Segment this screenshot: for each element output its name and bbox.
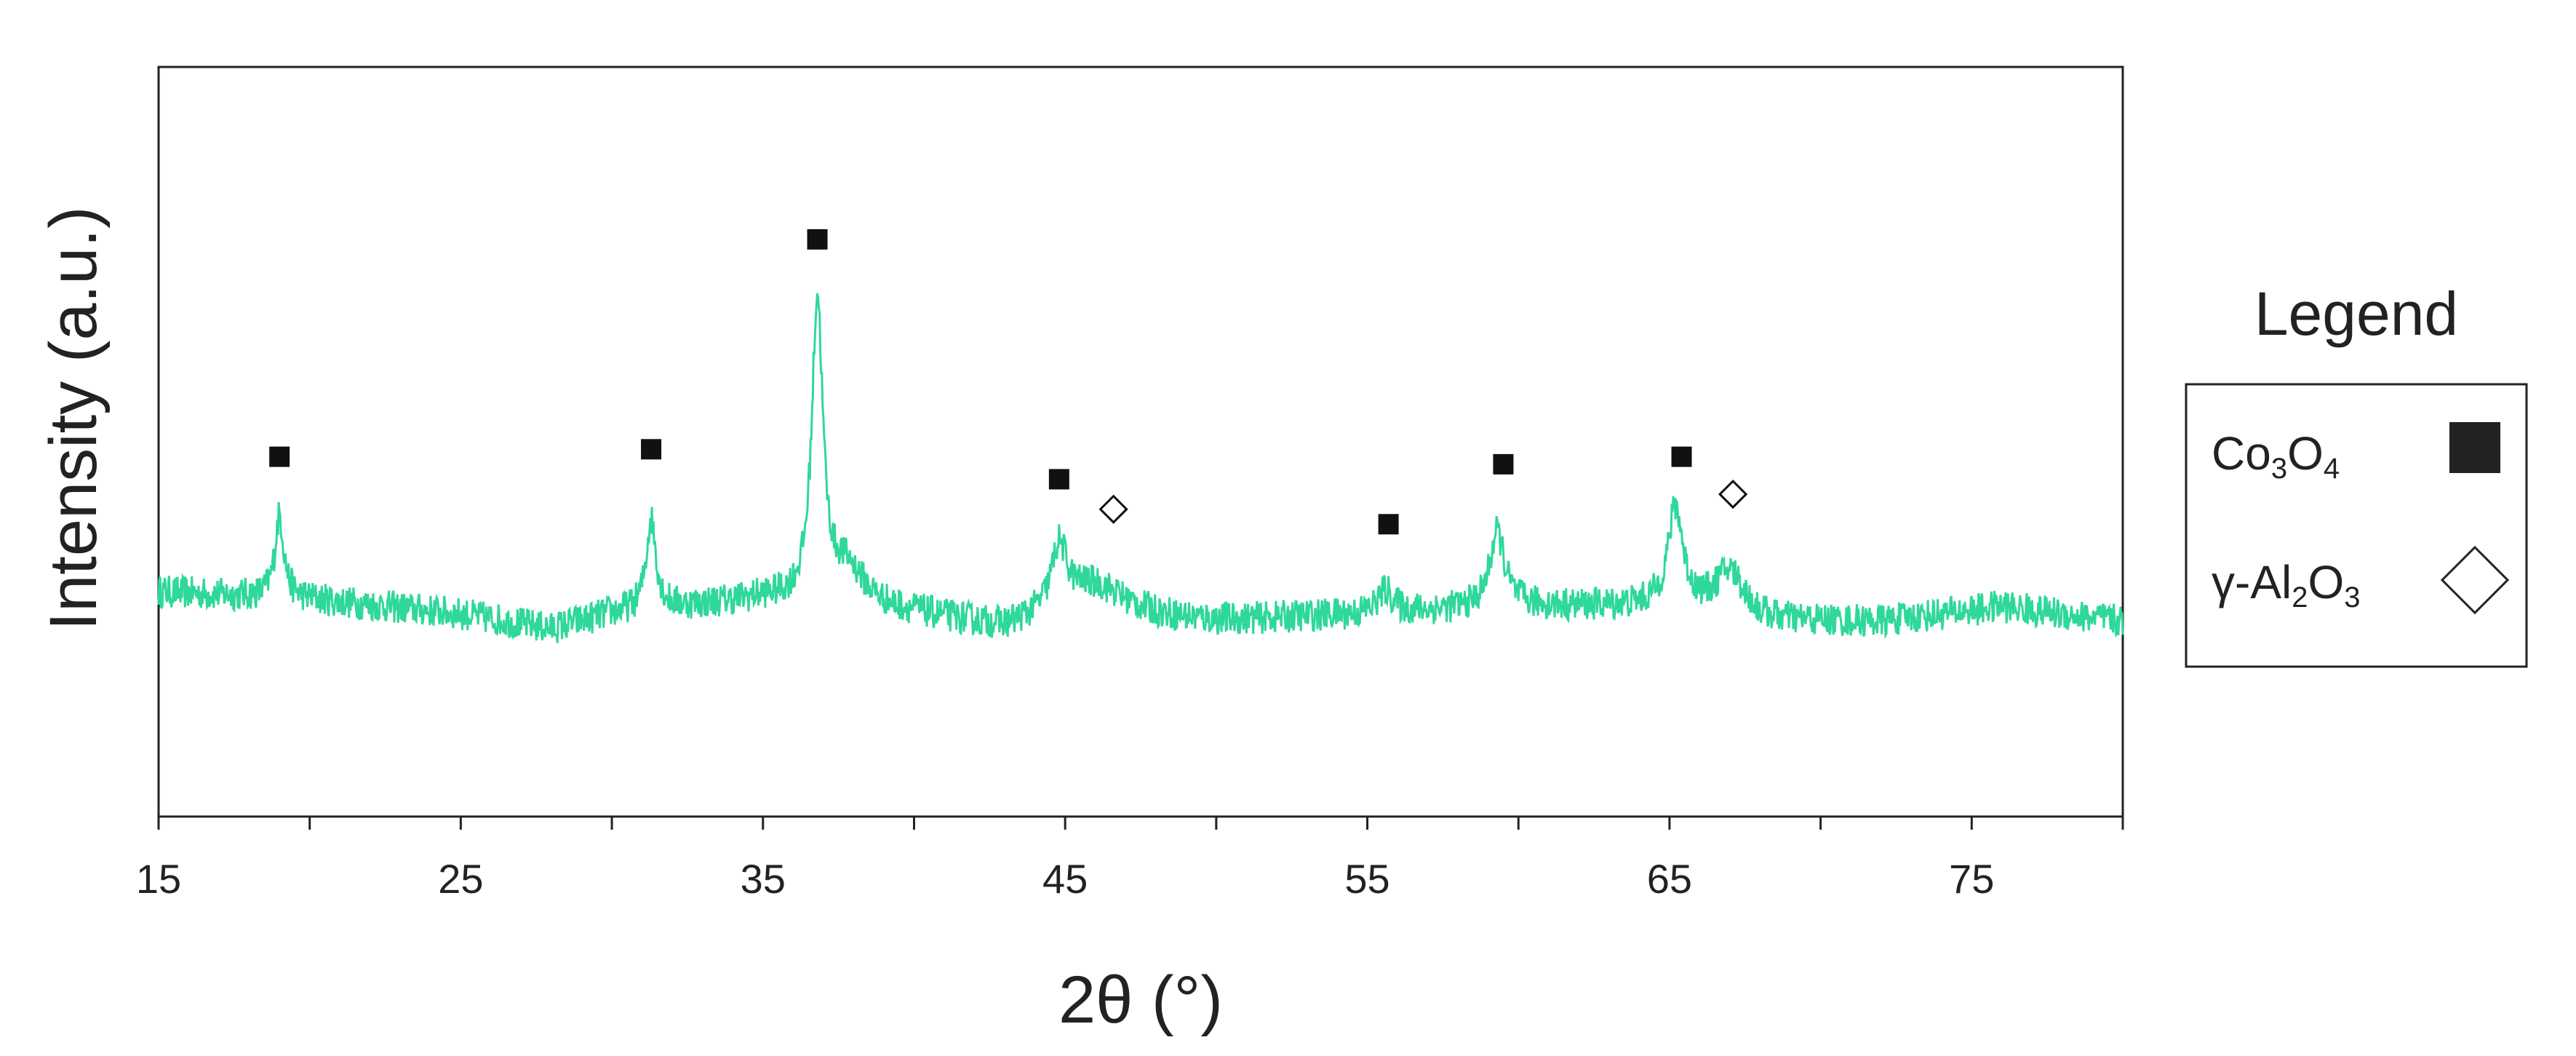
legend-open-diamond-icon [2440,545,2510,615]
xrd-pattern-line [157,293,2124,643]
x-tick-label: 65 [1647,856,1692,902]
legend: Legend Co3O4 γ-Al2O3 [2185,279,2528,668]
co3o4-peak-marker [1378,514,1399,535]
legend-title: Legend [2254,279,2458,348]
gamma-al2o3-peak-marker [1098,494,1128,524]
co3o4-peak-marker [1493,453,1514,475]
x-tick-label: 55 [1344,856,1389,902]
legend-filled-square-icon [2449,422,2500,473]
x-tick-label: 75 [1949,856,1994,902]
co3o4-peak-marker [641,439,662,460]
x-axis-title: 2θ (°) [1058,963,1223,1037]
gamma-al2o3-peak-marker [1718,479,1748,509]
co3o4-peak-marker [807,229,828,250]
x-axis-ticks [157,817,2124,830]
x-axis-tick-labels: 15 25 35 45 55 65 75 [136,856,1995,902]
plot-frame [157,65,2124,818]
x-tick-label: 25 [438,856,483,902]
x-tick-label: 35 [741,856,786,902]
co3o4-peak-marker [1048,469,1069,490]
co3o4-peak-marker [269,446,290,467]
x-tick-label: 45 [1042,856,1088,902]
co3o4-peak-marker [1671,446,1692,467]
y-axis-title: Intensity (a.u.) [36,207,111,631]
legend-label-gamma-al2o3: γ-Al2O3 [2212,556,2361,614]
phase-markers [269,229,1748,535]
x-tick-label: 15 [136,856,181,902]
legend-label-co3o4: Co3O4 [2212,427,2340,485]
